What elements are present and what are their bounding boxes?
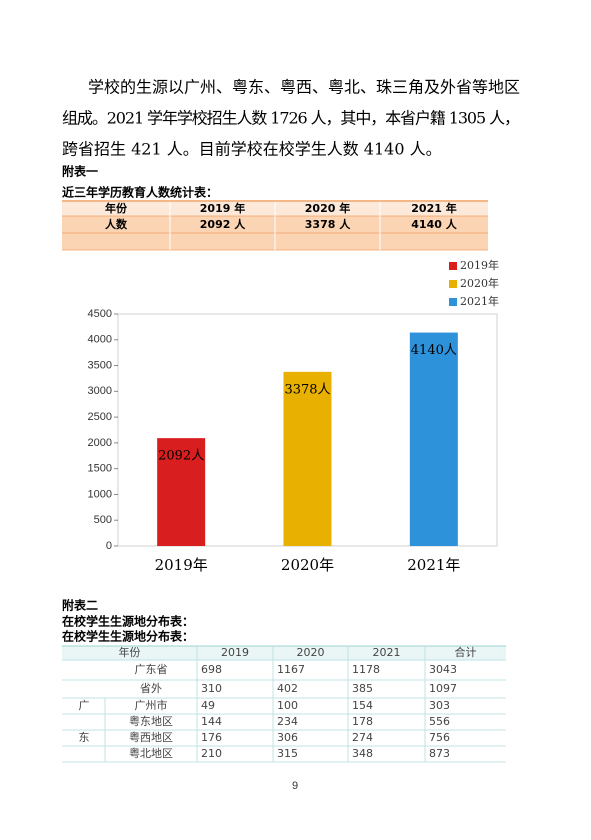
table-cell: 873	[429, 747, 450, 760]
header-cell: 2019 年	[200, 201, 245, 215]
table-caption: 在校学生生源地分布表：	[62, 629, 194, 644]
group-label: 广	[79, 699, 90, 712]
table-cell: 1167	[277, 663, 305, 676]
header-cell: 合计	[455, 645, 477, 659]
y-tick-label: 4000	[88, 334, 112, 346]
table-cell: 1097	[429, 682, 457, 695]
bar	[409, 332, 458, 546]
header-cell: 年份	[119, 645, 141, 659]
header-cell: 年份	[105, 201, 128, 215]
table-cell: 人数	[105, 217, 128, 231]
table-cell: 402	[277, 682, 298, 695]
y-tick-label: 1500	[88, 463, 112, 475]
table-cell: 178	[352, 715, 373, 728]
y-tick-label: 2500	[88, 411, 112, 423]
legend-swatch	[449, 298, 457, 306]
x-tick-label: 2021年	[407, 556, 460, 574]
table-cell: 315	[277, 747, 298, 760]
table-cell: 1178	[352, 663, 380, 676]
table-cell: 144	[201, 715, 222, 728]
table-cell: 100	[277, 699, 298, 712]
table-cell: 385	[352, 682, 373, 695]
header-bg	[62, 646, 506, 660]
y-tick-label: 500	[94, 514, 112, 526]
table-caption: 在校学生生源地分布表：	[62, 614, 194, 629]
value-label: 3378人	[284, 382, 330, 397]
row-label: 粤东地区	[129, 714, 173, 728]
table-cell: 306	[277, 731, 298, 744]
table-label: 附表二	[62, 598, 98, 613]
header-cell: 2021	[373, 646, 401, 659]
row-label: 广州市	[135, 698, 168, 712]
y-tick-label: 3000	[88, 385, 112, 397]
table-cell: 2092 人	[200, 217, 246, 231]
table-cell: 176	[201, 731, 222, 744]
table-cell: 303	[429, 699, 450, 712]
row-label: 粤北地区	[129, 746, 173, 760]
table-cell: 556	[429, 715, 450, 728]
table-label: 附表一	[62, 164, 98, 179]
x-tick-label: 2019年	[155, 556, 208, 574]
legend-label: 2019年	[460, 258, 499, 272]
paragraph-line: 组成。2021 学年学校招生人数 1726 人，其中，本省户籍 1305 人，	[62, 109, 520, 128]
table-cell: 4140 人	[411, 217, 457, 231]
table-cell: 49	[201, 699, 215, 712]
y-tick-label: 2000	[88, 437, 112, 449]
legend-label: 2021年	[460, 294, 499, 308]
header-cell: 2020	[297, 646, 325, 659]
table-cell: 698	[201, 663, 222, 676]
y-tick-label: 0	[106, 540, 112, 552]
header-cell: 2020 年	[305, 201, 350, 215]
y-tick-label: 1000	[88, 488, 112, 500]
table-cell: 3043	[429, 663, 457, 676]
legend-swatch	[449, 280, 457, 288]
bar	[283, 371, 332, 546]
value-label: 4140人	[411, 343, 457, 358]
table-cell: 3378 人	[305, 217, 351, 231]
header-cell: 2021 年	[411, 201, 456, 215]
value-label: 2092人	[158, 449, 204, 464]
legend-label: 2020年	[460, 276, 499, 290]
table-cell: 210	[201, 747, 222, 760]
paragraph-line: 学校的生源以广州、粤东、粤西、粤北、珠三角及外省等地区	[88, 78, 520, 97]
row-label: 广东省	[135, 663, 168, 676]
table-caption: 近三年学历教育人数统计表：	[62, 185, 218, 200]
header-cell: 2019	[221, 646, 249, 659]
y-tick-label: 3500	[88, 359, 112, 371]
legend-swatch	[449, 262, 457, 270]
row-label: 粤西地区	[129, 730, 173, 744]
row-label: 省外	[140, 682, 162, 695]
table-cell: 310	[201, 682, 222, 695]
y-tick-label: 4500	[88, 308, 112, 320]
bar	[157, 438, 206, 546]
paragraph-line: 跨省招生 421 人。目前学校在校学生人数 4140 人。	[62, 140, 442, 159]
table-cell: 274	[352, 731, 373, 744]
page-number: 9	[292, 780, 298, 792]
table-cell: 756	[429, 731, 450, 744]
group-label: 东	[79, 731, 90, 744]
x-tick-label: 2020年	[281, 556, 334, 574]
table-cell: 234	[277, 715, 298, 728]
table-cell: 154	[352, 699, 373, 712]
table-cell: 348	[352, 747, 373, 760]
